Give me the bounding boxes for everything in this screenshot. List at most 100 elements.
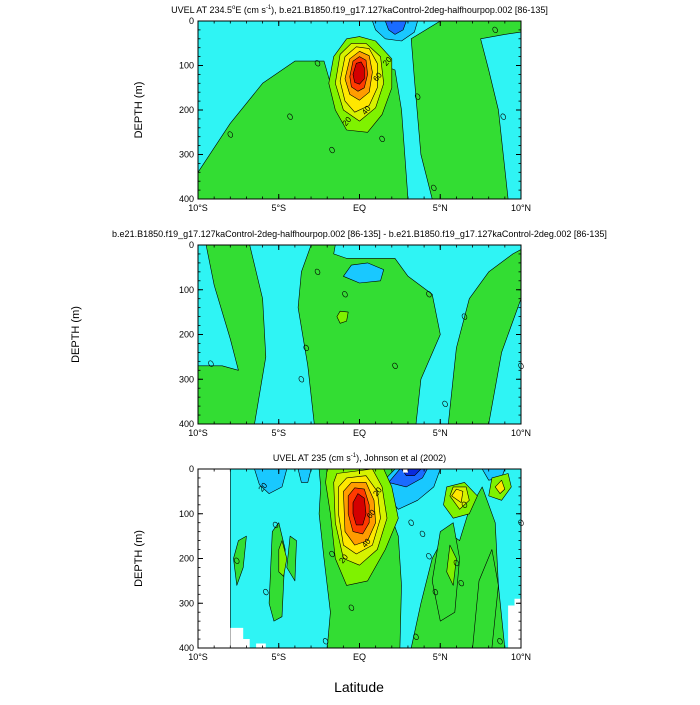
x-tick-label: EQ <box>353 428 366 438</box>
zero-contour-marker <box>287 113 293 120</box>
title-segment: ), Johnson et al (2002) <box>356 453 446 463</box>
zero-contour-marker <box>413 633 419 640</box>
y-tick-label: 400 <box>179 419 194 429</box>
contour-region-cyan <box>198 245 239 371</box>
panel-title: b.e21.B1850.f19_g17.127kaControl-2deg-ha… <box>112 229 607 239</box>
title-segment: UVEL AT 234.5 <box>171 5 232 15</box>
zero-contour-marker <box>234 557 240 564</box>
zero-contour-marker <box>298 376 305 383</box>
x-tick-label: 5°S <box>271 203 286 213</box>
contour-region-red <box>352 61 365 85</box>
title-superscript: o <box>232 5 236 11</box>
y-tick-label: 300 <box>179 374 194 384</box>
zero-contour-marker <box>208 360 214 367</box>
y-tick-label: 300 <box>179 150 194 160</box>
zero-contour-marker <box>442 400 448 407</box>
zero-contour-marker <box>518 362 524 369</box>
contour-region-cyan <box>383 469 521 648</box>
contour-region-light_blue <box>254 469 288 494</box>
x-tick-label: 5°N <box>433 428 448 438</box>
zero-contour-marker <box>492 26 498 34</box>
x-tick-label: EQ <box>353 203 366 213</box>
zero-contour-marker <box>348 604 355 611</box>
missing-data-region <box>256 643 266 648</box>
zero-contour-marker <box>461 313 468 320</box>
x-tick-label: 10°N <box>511 652 531 662</box>
contour-region-light_green <box>446 544 457 586</box>
contour-field <box>198 21 521 199</box>
missing-data-region <box>230 627 250 648</box>
zero-contour-marker <box>518 519 524 526</box>
y-tick-label: 300 <box>179 598 194 608</box>
x-axis-label: Latitude <box>334 679 384 695</box>
contour-region-green <box>286 535 297 582</box>
y-axis-label: DEPTH (m) <box>133 530 145 587</box>
y-axis-label: DEPTH (m) <box>133 82 145 139</box>
contour-region-light_blue <box>343 262 384 284</box>
title-superscript: -1 <box>351 453 357 459</box>
missing-data-region <box>403 469 408 473</box>
y-tick-label: 200 <box>179 105 194 115</box>
zero-contour-marker <box>342 291 348 298</box>
title-segment: E (cm s <box>235 5 266 15</box>
zero-contour-marker <box>426 553 432 560</box>
contour-region-green <box>472 549 499 648</box>
zero-contour-marker <box>379 135 385 143</box>
y-tick-label: 400 <box>179 194 194 204</box>
zero-contour-marker <box>408 519 414 526</box>
y-axis-label: DEPTH (m) <box>70 306 82 363</box>
y-tick-label: 100 <box>179 285 194 295</box>
zero-contour-marker <box>500 113 506 120</box>
contour-region-red <box>352 493 367 526</box>
zero-contour-marker <box>329 146 335 154</box>
y-tick-label: 200 <box>179 330 194 340</box>
y-tick-label: 100 <box>179 61 194 71</box>
x-tick-label: 10°S <box>188 203 208 213</box>
zero-contour-marker <box>453 559 460 567</box>
zero-contour-marker <box>392 362 398 369</box>
x-tick-label: 5°N <box>433 652 448 662</box>
x-tick-label: 10°N <box>511 428 531 438</box>
zero-contour-marker <box>314 268 321 275</box>
zero-contour-marker <box>322 638 329 645</box>
title-segment: ), b.e21.B1850.f19_g17.127kaControl-2deg… <box>271 5 548 15</box>
x-tick-label: 10°S <box>188 652 208 662</box>
zero-contour-marker <box>419 530 426 538</box>
x-tick-label: 5°N <box>433 203 448 213</box>
zero-contour-marker <box>414 93 421 100</box>
panel-2: 10°S 5°S EQ 5°N 10°N 0 100 200 300 400 DEPTH (m) b.… <box>70 229 607 438</box>
contour-region-yellow <box>494 479 506 494</box>
contour-region-yellow <box>451 488 464 503</box>
contour-field <box>198 245 521 424</box>
y-tick-label: 0 <box>189 464 194 474</box>
zero-contour-marker <box>497 638 503 645</box>
contour-region-blue <box>385 21 407 35</box>
x-tick-label: 5°S <box>271 652 286 662</box>
zero-contour-marker <box>227 131 234 138</box>
contour-region-light_blue <box>297 469 312 483</box>
zero-contour-marker <box>329 550 335 558</box>
missing-data-region <box>508 598 521 648</box>
zero-contour-marker <box>426 291 432 298</box>
contour-region-green <box>233 535 247 586</box>
y-tick-label: 0 <box>189 16 194 26</box>
contour-region-light_green <box>336 310 349 324</box>
contour-region-cyan <box>488 298 521 424</box>
zero-contour-marker <box>431 184 437 191</box>
contour-region-green <box>431 522 460 622</box>
y-tick-label: 400 <box>179 643 194 653</box>
zero-contour-marker <box>303 344 309 352</box>
x-tick-label: 5°S <box>271 428 286 438</box>
zero-contour-marker <box>461 501 468 508</box>
y-tick-label: 200 <box>179 554 194 564</box>
zero-contour-marker <box>432 588 439 596</box>
x-tick-label: EQ <box>353 652 366 662</box>
zero-contour-marker <box>458 579 464 587</box>
zero-contour-marker <box>314 60 321 67</box>
x-tick-label: 10°S <box>188 428 208 438</box>
contour-region-blue <box>388 469 428 488</box>
zero-contour-marker <box>263 588 269 596</box>
x-tick-label: 10°N <box>511 203 531 213</box>
